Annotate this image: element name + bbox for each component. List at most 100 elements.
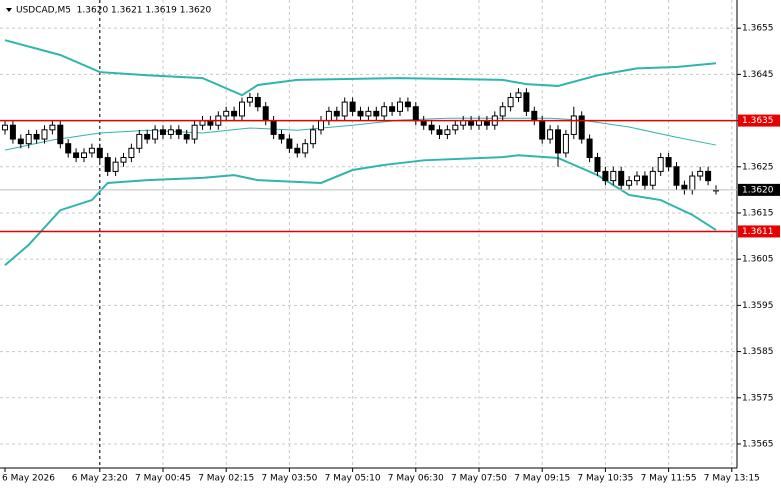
y-tick-label: 1.3605 xyxy=(742,255,774,265)
current-price-label: 1.3620 xyxy=(742,185,774,195)
candle-body xyxy=(96,147,103,159)
candle-body xyxy=(81,152,87,159)
price-level-label: 1.3611 xyxy=(742,227,774,237)
candle-body xyxy=(452,124,459,131)
candle-body xyxy=(665,157,672,168)
current-price-tag xyxy=(738,183,780,196)
candle-body xyxy=(349,101,356,112)
candle-body xyxy=(547,129,554,140)
candle-body xyxy=(175,129,182,135)
candle-body xyxy=(689,175,696,191)
candle-body xyxy=(33,133,40,140)
y-tick-label: 1.3645 xyxy=(742,70,774,80)
x-tick-label: 7 May 13:15 xyxy=(704,474,760,484)
candle-body xyxy=(444,129,451,135)
candle-body xyxy=(436,129,443,135)
candle-body xyxy=(152,129,159,140)
y-tick-label: 1.3615 xyxy=(742,208,774,218)
candle-body xyxy=(239,101,245,117)
candle-body xyxy=(128,147,135,159)
y-tick-label: 1.3585 xyxy=(742,347,774,357)
candle-body xyxy=(318,120,324,131)
x-tick-label: 7 May 02:15 xyxy=(198,474,254,484)
bollinger-band xyxy=(4,117,717,151)
candle-body xyxy=(539,120,546,140)
candle-body xyxy=(523,92,530,112)
candle-body xyxy=(507,96,514,108)
y-tick-label: 1.3575 xyxy=(742,393,774,403)
candle-body xyxy=(602,170,609,182)
candle-body xyxy=(610,170,617,182)
candle-body xyxy=(88,147,95,154)
x-tick-label: 7 May 03:50 xyxy=(261,474,317,484)
candle-body xyxy=(136,133,143,149)
candle-body xyxy=(167,129,174,135)
candle-body xyxy=(562,133,569,154)
price-level-tag xyxy=(738,114,780,127)
y-tick-label: 1.3655 xyxy=(742,24,774,34)
price-level-tag xyxy=(738,225,780,238)
candle-body xyxy=(223,110,230,117)
candle-body xyxy=(112,161,119,172)
y-tick-label: 1.3595 xyxy=(742,301,774,311)
plot xyxy=(2,39,719,266)
candle-body xyxy=(73,152,80,159)
y-tick-label: 1.3625 xyxy=(742,162,774,172)
candle-body xyxy=(594,157,601,172)
price-level-label: 1.3635 xyxy=(742,116,774,126)
candle-body xyxy=(191,124,198,140)
candle-body xyxy=(325,110,332,122)
candle-body xyxy=(104,157,111,172)
candle-body xyxy=(17,138,24,145)
candle-body xyxy=(41,129,48,140)
candle-body xyxy=(231,110,238,117)
bollinger-band xyxy=(4,154,717,266)
candle-body xyxy=(246,96,253,103)
candle-body xyxy=(578,115,585,140)
candle-body xyxy=(649,170,656,186)
candle-body xyxy=(570,115,577,135)
candle-body xyxy=(357,110,364,117)
candle-body xyxy=(262,106,269,122)
candle-body xyxy=(397,101,403,112)
menu-triangle[interactable] xyxy=(6,8,12,12)
x-tick-label: 6 May 2026 xyxy=(2,474,55,484)
candle-body xyxy=(25,133,32,145)
candle-body xyxy=(302,143,309,154)
chart-title: USDCAD,M5 1.3620 1.3621 1.3619 1.3620 xyxy=(16,6,211,16)
candle-body xyxy=(705,170,712,182)
candle-body xyxy=(286,138,293,149)
candle-body xyxy=(9,124,16,140)
candle-body xyxy=(681,184,688,191)
x-tick-label: 7 May 00:45 xyxy=(135,474,191,484)
candle-body xyxy=(65,143,72,154)
x-tick-label: 7 May 10:35 xyxy=(577,474,633,484)
candle-body xyxy=(365,110,372,117)
candle-body xyxy=(586,138,593,159)
candle-body xyxy=(618,170,625,186)
candle-body xyxy=(120,157,127,163)
x-tick-label: 7 May 05:10 xyxy=(325,474,381,484)
candle-body xyxy=(160,129,166,135)
candle-body xyxy=(673,166,680,186)
x-tick-label: 7 May 07:50 xyxy=(451,474,507,484)
candle-body xyxy=(270,120,277,135)
candle-body xyxy=(412,106,419,122)
candle-body xyxy=(341,101,348,117)
candle-body xyxy=(49,124,56,131)
candle-body xyxy=(333,110,340,117)
candle-body xyxy=(389,106,396,112)
candle-body xyxy=(697,170,704,177)
x-tick-label: 6 May 23:20 xyxy=(72,474,128,484)
candle-body xyxy=(555,129,561,154)
candle-body xyxy=(294,147,301,154)
candle-body xyxy=(428,124,435,131)
candle-body xyxy=(144,133,151,140)
y-tick-label: 1.3565 xyxy=(742,439,774,449)
candle-body xyxy=(254,96,261,108)
candle-body xyxy=(278,133,285,140)
candle-body xyxy=(515,92,522,98)
x-tick-label: 7 May 11:55 xyxy=(641,474,697,484)
